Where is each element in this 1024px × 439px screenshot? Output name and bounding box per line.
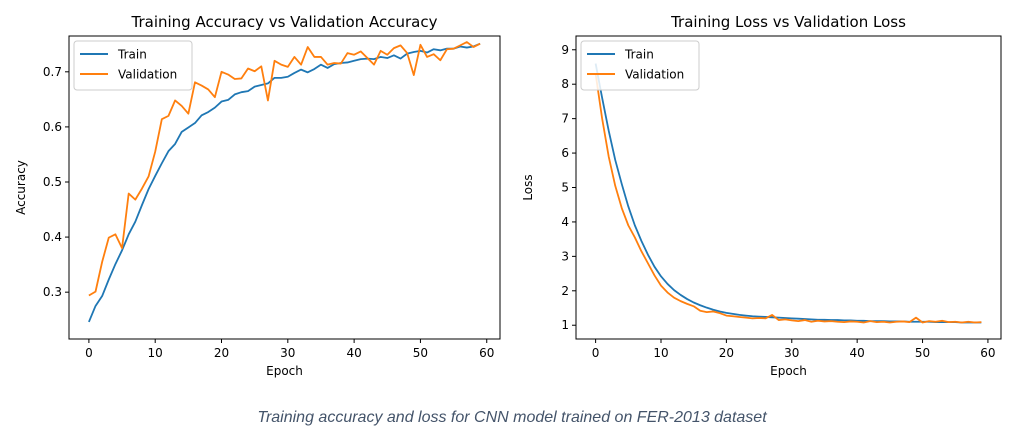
loss-y-tick-label: 8 — [561, 77, 569, 91]
accuracy-y-tick-label: 0.4 — [43, 230, 62, 244]
accuracy-x-tick-label: 40 — [346, 346, 361, 360]
loss-y-tick-label: 6 — [561, 146, 569, 160]
loss-chart-title: Training Loss vs Validation Loss — [670, 13, 906, 31]
accuracy-legend-label-train: Train — [117, 48, 147, 62]
accuracy-x-tick-label: 50 — [413, 346, 428, 360]
accuracy-y-tick-label: 0.5 — [43, 175, 62, 189]
accuracy-x-tick-label: 0 — [85, 346, 93, 360]
accuracy-x-tick-label: 20 — [214, 346, 229, 360]
loss-y-tick-label: 4 — [561, 215, 569, 229]
loss-x-tick-label: 10 — [653, 346, 668, 360]
accuracy-legend-label-validation: Validation — [118, 68, 177, 82]
accuracy-y-tick-label: 0.7 — [43, 65, 62, 79]
loss-x-tick-label: 30 — [784, 346, 799, 360]
loss-x-tick-label: 20 — [719, 346, 734, 360]
accuracy-series-train-line — [88, 42, 481, 323]
accuracy-chart: 0 10 20 30 40 50 60 0.3 0.4 0.5 0.6 0.7 Training Acc… — [14, 13, 501, 378]
loss-x-tick-label: 0 — [592, 346, 600, 360]
accuracy-y-tick-label: 0.3 — [43, 285, 62, 299]
accuracy-y-axis-label: Accuracy — [14, 160, 28, 215]
loss-y-tick-label: 1 — [561, 318, 569, 332]
accuracy-y-tick-label: 0.6 — [43, 120, 62, 134]
accuracy-x-axis-label: Epoch — [266, 364, 303, 378]
loss-y-tick-label: 2 — [561, 284, 569, 298]
accuracy-x-tick-label: 10 — [148, 346, 163, 360]
accuracy-x-tick-label: 30 — [280, 346, 295, 360]
accuracy-plot-frame — [68, 35, 501, 340]
accuracy-legend: Train Validation — [73, 40, 193, 91]
figure-caption: Training accuracy and loss for CNN model… — [257, 409, 767, 426]
loss-series-train-line — [594, 63, 982, 324]
accuracy-x-tick-label: 60 — [479, 346, 494, 360]
loss-chart: 0 10 20 30 40 50 60 1 2 3 4 5 6 7 8 9 Training Loss vs V… — [521, 13, 1002, 378]
loss-x-tick-label: 50 — [915, 346, 930, 360]
loss-legend-label-validation: Validation — [625, 68, 684, 82]
loss-series-validation-line — [594, 73, 982, 324]
loss-y-axis-label: Loss — [521, 174, 535, 200]
loss-y-tick-label: 7 — [561, 112, 569, 126]
loss-y-tick-label: 5 — [561, 181, 569, 195]
loss-legend-label-train: Train — [624, 48, 654, 62]
loss-legend: Train Validation — [580, 40, 700, 91]
accuracy-series-validation-line — [88, 41, 481, 297]
loss-x-tick-label: 60 — [980, 346, 995, 360]
loss-y-tick-label: 9 — [561, 43, 569, 57]
loss-x-tick-label: 40 — [850, 346, 865, 360]
loss-y-tick-label: 3 — [561, 249, 569, 263]
loss-x-axis-label: Epoch — [770, 364, 807, 378]
accuracy-chart-title: Training Accuracy vs Validation Accuracy — [131, 13, 438, 31]
